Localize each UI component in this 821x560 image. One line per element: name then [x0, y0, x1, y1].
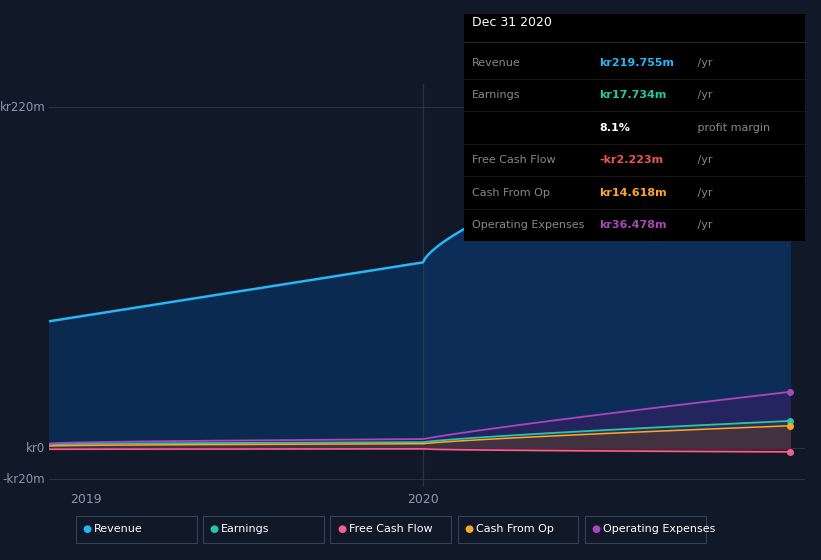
Text: Operating Expenses: Operating Expenses [603, 524, 715, 534]
Text: Earnings: Earnings [222, 524, 270, 534]
Text: /yr: /yr [694, 90, 713, 100]
Text: kr14.618m: kr14.618m [599, 188, 667, 198]
Text: 2019: 2019 [71, 493, 102, 506]
Text: -kr20m: -kr20m [2, 473, 45, 486]
Text: ●: ● [591, 524, 600, 534]
Text: Free Cash Flow: Free Cash Flow [349, 524, 432, 534]
Text: Earnings: Earnings [472, 90, 521, 100]
Text: kr0: kr0 [26, 442, 45, 455]
Text: ●: ● [82, 524, 91, 534]
Text: /yr: /yr [694, 155, 713, 165]
Text: Operating Expenses: Operating Expenses [472, 220, 585, 230]
Text: /yr: /yr [694, 188, 713, 198]
Text: kr17.734m: kr17.734m [599, 90, 667, 100]
Text: 8.1%: 8.1% [599, 123, 631, 133]
Text: Dec 31 2020: Dec 31 2020 [472, 16, 552, 29]
Text: Cash From Op: Cash From Op [472, 188, 550, 198]
Text: kr219.755m: kr219.755m [599, 58, 674, 68]
Text: 2020: 2020 [407, 493, 439, 506]
Text: ●: ● [210, 524, 218, 534]
Text: /yr: /yr [694, 220, 713, 230]
Text: -kr2.223m: -kr2.223m [599, 155, 663, 165]
Text: ●: ● [465, 524, 473, 534]
Text: Cash From Op: Cash From Op [476, 524, 553, 534]
Text: ●: ● [337, 524, 346, 534]
Text: Free Cash Flow: Free Cash Flow [472, 155, 556, 165]
Text: Revenue: Revenue [472, 58, 521, 68]
Text: kr36.478m: kr36.478m [599, 220, 667, 230]
Text: kr220m: kr220m [0, 101, 45, 114]
Text: profit margin: profit margin [694, 123, 770, 133]
Text: /yr: /yr [694, 58, 713, 68]
Text: Revenue: Revenue [94, 524, 143, 534]
